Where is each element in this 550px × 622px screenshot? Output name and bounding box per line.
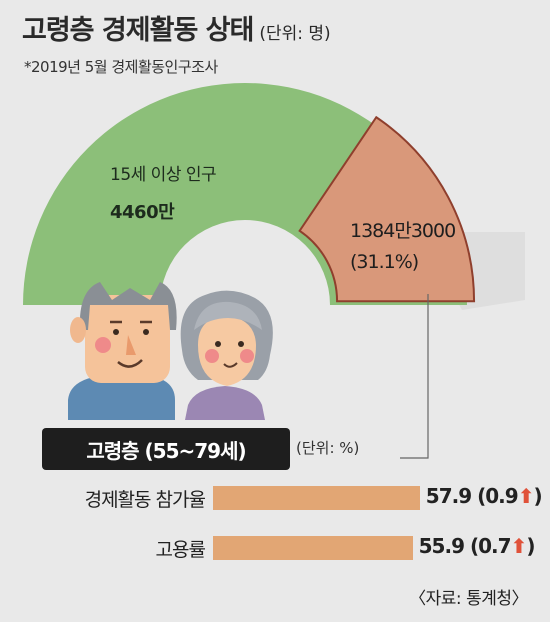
chart-title: 고령층 경제활동 상태 (단위: 명): [22, 8, 331, 47]
bar-row-employment: 고용률 55.9 (0.7⬆): [0, 532, 550, 564]
elderly-badge: 고령층 (55~79세): [42, 428, 290, 470]
bar-employment: [213, 536, 413, 560]
up-arrow-icon: ⬆: [517, 484, 535, 508]
source-note: 〈자료: 통계청〉: [409, 589, 528, 609]
title-text: 고령층 경제활동 상태: [22, 15, 254, 46]
donut-segment-elderly: [298, 115, 476, 303]
bar-value: 55.9 (0.7⬆): [418, 534, 536, 558]
bar-label: 고용률: [155, 539, 206, 561]
bar-value-number: 55.9: [418, 534, 465, 558]
title-unit: (단위: 명): [259, 24, 331, 44]
chart-subtitle: *2019년 5월 경제활동인구조사: [24, 58, 218, 76]
bar-change: 0.9: [485, 484, 518, 508]
elderly-population-percent: (31.1%): [350, 251, 419, 273]
bar-participation: [213, 486, 420, 510]
bar-change: 0.7: [478, 534, 511, 558]
bar-value-number: 57.9: [425, 484, 472, 508]
elderly-man-illustration: [68, 282, 177, 420]
elderly-woman-illustration: [180, 290, 273, 420]
bar-row-participation: 경제활동 참가율 57.9 (0.9⬆): [0, 482, 550, 514]
bars-unit-note: (단위: %): [296, 439, 360, 457]
bar-value: 57.9 (0.9⬆): [425, 484, 543, 508]
total-population-value: 4460만: [110, 202, 175, 223]
total-population-label: 15세 이상 인구: [110, 165, 217, 185]
leader-line: [400, 294, 429, 459]
elderly-population-value: 1384만3000: [350, 220, 456, 242]
bar-label: 경제활동 참가율: [84, 489, 206, 511]
up-arrow-icon: ⬆: [510, 534, 528, 558]
